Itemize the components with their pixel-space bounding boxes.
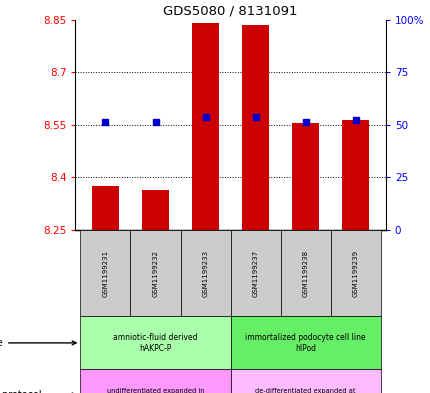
Text: amniotic-fluid derived
hAKPC-P: amniotic-fluid derived hAKPC-P [113, 333, 197, 353]
Bar [130, 230, 180, 316]
Bar [191, 23, 219, 230]
Bar [80, 316, 230, 369]
Bar [141, 189, 169, 230]
Bar [80, 230, 130, 316]
Text: GSM1199232: GSM1199232 [152, 250, 158, 297]
Bar [291, 123, 319, 230]
Text: immortalized podocyte cell line
hIPod: immortalized podocyte cell line hIPod [245, 333, 365, 353]
Text: GSM1199238: GSM1199238 [302, 250, 308, 297]
Text: GSM1199239: GSM1199239 [352, 250, 358, 297]
Bar [80, 369, 230, 393]
Text: GSM1199233: GSM1199233 [202, 250, 208, 297]
Bar [92, 186, 119, 230]
Text: GSM1199231: GSM1199231 [102, 250, 108, 297]
Bar [230, 316, 380, 369]
Text: cell line: cell line [0, 338, 76, 348]
Text: GSM1199237: GSM1199237 [252, 250, 258, 297]
Title: GDS5080 / 8131091: GDS5080 / 8131091 [163, 4, 297, 17]
Bar [341, 119, 369, 230]
Bar [180, 230, 230, 316]
Bar [230, 369, 380, 393]
Bar [241, 25, 269, 230]
Bar [230, 230, 280, 316]
Bar [330, 230, 380, 316]
Text: de-differentiated expanded at
33C in RPMI-1640: de-differentiated expanded at 33C in RPM… [255, 388, 355, 393]
Bar [280, 230, 330, 316]
Text: growth protocol: growth protocol [0, 390, 76, 393]
Text: undifferentiated expanded in
Chang's media: undifferentiated expanded in Chang's med… [107, 388, 204, 393]
